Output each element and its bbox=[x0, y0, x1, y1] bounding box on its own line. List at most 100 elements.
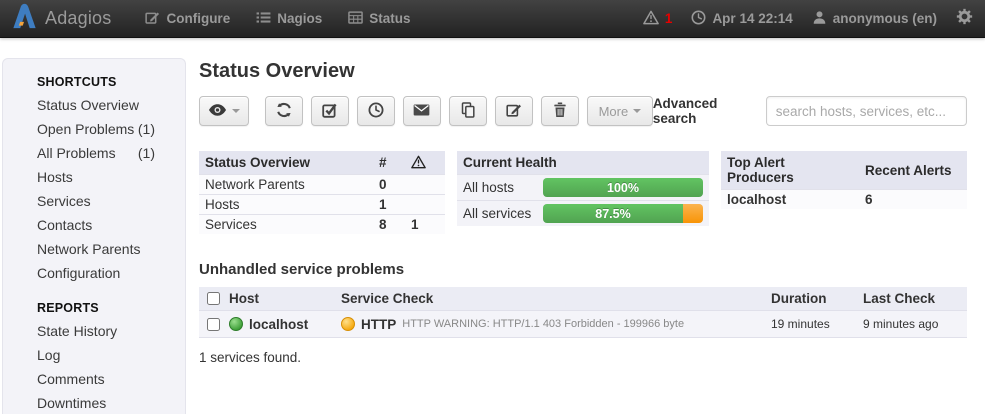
delete-button[interactable] bbox=[540, 96, 579, 126]
host-ok-status-icon bbox=[229, 317, 243, 331]
copy-button[interactable] bbox=[448, 96, 487, 126]
user-menu[interactable]: anonymous (en) bbox=[812, 10, 937, 28]
problems-section-title: Unhandled service problems bbox=[199, 261, 405, 278]
nav-item-configure[interactable]: Configure bbox=[145, 10, 230, 28]
status-row-warnings bbox=[405, 194, 445, 215]
health-percent-label: 100% bbox=[607, 180, 639, 195]
trash-icon bbox=[553, 101, 567, 121]
settings-button[interactable] bbox=[956, 8, 973, 30]
sidebar-item-label: Contacts bbox=[37, 217, 93, 233]
sidebar-item-state-history[interactable]: State History bbox=[3, 319, 185, 343]
health-percent-label: 87.5% bbox=[595, 206, 631, 221]
person-icon bbox=[812, 10, 827, 28]
schedule-button[interactable] bbox=[356, 96, 395, 126]
search-input[interactable] bbox=[765, 96, 967, 126]
current-health-panel: Current Health All hosts 100% All servic… bbox=[457, 151, 709, 234]
more-label: More bbox=[598, 103, 629, 119]
view-dropdown-button[interactable] bbox=[199, 96, 249, 126]
last-check-column-header: Last Check bbox=[863, 291, 936, 306]
sidebar-item-label: Status Overview bbox=[37, 97, 139, 113]
sidebar-item-label: Log bbox=[37, 347, 61, 363]
sidebar-item-label: Open Problems bbox=[37, 121, 135, 137]
refresh-icon bbox=[276, 102, 292, 121]
sidebar-item-log[interactable]: Log bbox=[3, 343, 185, 367]
brand-name: Adagios bbox=[45, 8, 112, 28]
count-column-header: # bbox=[373, 151, 405, 175]
alert-producer-host[interactable]: localhost bbox=[721, 189, 859, 209]
sidebar-item-comments[interactable]: Comments bbox=[3, 367, 185, 391]
sidebar: SHORTCUTS Status Overview Open Problems(… bbox=[2, 58, 186, 414]
status-row-count: 1 bbox=[373, 194, 405, 215]
alert-indicator[interactable]: 1 bbox=[643, 10, 672, 28]
more-dropdown-button[interactable]: More bbox=[586, 96, 653, 126]
status-row-warnings: 1 bbox=[405, 214, 445, 234]
services-health-bar: 87.5% bbox=[543, 204, 703, 223]
sidebar-item-downtimes[interactable]: Downtimes bbox=[3, 391, 185, 414]
sidebar-item-services[interactable]: Services bbox=[3, 189, 185, 213]
sidebar-item-label: Downtimes bbox=[37, 395, 107, 411]
host-column-header: Host bbox=[229, 291, 259, 306]
problem-service-detail: HTTP WARNING: HTTP/1.1 403 Forbidden - 1… bbox=[402, 318, 685, 330]
sidebar-item-all-problems[interactable]: All Problems (1) bbox=[3, 141, 185, 165]
acknowledge-button[interactable] bbox=[310, 96, 349, 126]
sidebar-item-status-overview[interactable]: Status Overview bbox=[3, 93, 185, 117]
problem-duration: 19 minutes bbox=[771, 317, 830, 331]
status-row-label[interactable]: Hosts bbox=[199, 194, 373, 215]
nav-item-label: Status bbox=[369, 11, 411, 26]
sidebar-section-shortcuts: SHORTCUTS Status Overview Open Problems(… bbox=[3, 71, 185, 285]
problem-last-check: 9 minutes ago bbox=[863, 317, 939, 331]
alert-producers-title: Top Alert Producers bbox=[721, 151, 859, 190]
problems-table: Host Service Check Duration Last Check l… bbox=[199, 287, 967, 338]
health-row-services: All services 87.5% bbox=[457, 200, 709, 226]
nav-item-label: Nagios bbox=[277, 11, 323, 26]
datetime-label: Apr 14 22:14 bbox=[712, 11, 793, 26]
sidebar-item-network-parents[interactable]: Network Parents bbox=[3, 237, 185, 261]
sidebar-item-label: Network Parents bbox=[37, 241, 141, 257]
status-row-label[interactable]: Network Parents bbox=[199, 174, 373, 195]
sidebar-item-contacts[interactable]: Contacts bbox=[3, 213, 185, 237]
status-row-label[interactable]: Services bbox=[199, 214, 373, 234]
status-row-count: 0 bbox=[373, 174, 405, 195]
mail-icon bbox=[413, 103, 430, 119]
sidebar-item-hosts[interactable]: Hosts bbox=[3, 165, 185, 189]
brand[interactable]: Adagios bbox=[12, 3, 111, 34]
nav-item-status[interactable]: Status bbox=[348, 10, 410, 28]
clock-display[interactable]: Apr 14 22:14 bbox=[691, 10, 793, 28]
sidebar-item-configuration[interactable]: Configuration bbox=[3, 261, 185, 285]
sidebar-section-title: REPORTS bbox=[37, 301, 99, 315]
sidebar-item-label: All Problems bbox=[37, 145, 116, 161]
problem-service-link[interactable]: HTTP bbox=[361, 316, 397, 332]
results-summary: 1 services found. bbox=[199, 350, 302, 365]
sidebar-item-label: Comments bbox=[37, 371, 105, 387]
health-row-label: All hosts bbox=[463, 180, 515, 195]
copy-icon bbox=[460, 101, 476, 121]
nav-item-nagios[interactable]: Nagios bbox=[256, 10, 322, 28]
warning-triangle-icon bbox=[643, 10, 659, 28]
sidebar-item-label: Hosts bbox=[37, 169, 73, 185]
warning-column-header bbox=[405, 151, 445, 175]
health-bar-ok-segment: 100% bbox=[543, 178, 703, 197]
username-label: anonymous (en) bbox=[832, 11, 937, 26]
sidebar-item-open-problems[interactable]: Open Problems (1) bbox=[3, 117, 185, 141]
table-row: Hosts 1 bbox=[199, 194, 445, 215]
gear-icon bbox=[956, 8, 973, 30]
sidebar-item-label: Services bbox=[37, 193, 91, 209]
sidebar-item-label: Configuration bbox=[37, 265, 121, 281]
refresh-button[interactable] bbox=[264, 96, 303, 126]
problem-host-link[interactable]: localhost bbox=[249, 316, 309, 332]
toolbar: More Advanced search bbox=[199, 96, 967, 126]
notification-button[interactable] bbox=[402, 96, 441, 126]
sidebar-item-count: (1) bbox=[137, 121, 155, 137]
eye-icon bbox=[208, 103, 227, 119]
top-navbar: Adagios Configure Nagios Status bbox=[0, 0, 985, 38]
clock-icon bbox=[691, 10, 706, 28]
nav-item-label: Configure bbox=[166, 11, 231, 26]
row-checkbox[interactable] bbox=[207, 317, 220, 331]
status-row-count: 8 bbox=[373, 214, 405, 234]
unhandled-problems-section: Unhandled service problems Host Service … bbox=[199, 261, 967, 365]
service-check-column-header: Service Check bbox=[341, 291, 434, 306]
select-all-checkbox[interactable] bbox=[207, 292, 220, 305]
edit-button[interactable] bbox=[494, 96, 533, 126]
recent-alerts-header: Recent Alerts bbox=[859, 151, 967, 190]
